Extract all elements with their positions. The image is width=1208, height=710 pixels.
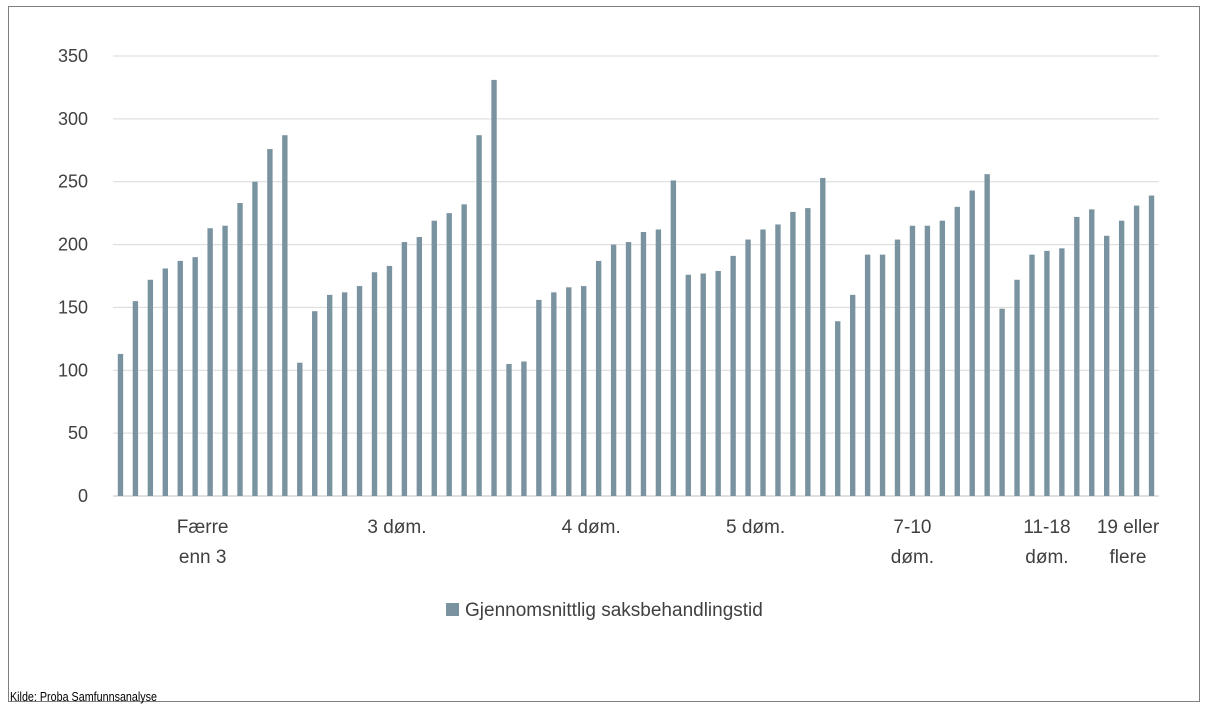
bar — [282, 135, 288, 496]
bar — [356, 286, 363, 496]
bar — [984, 174, 990, 496]
bar — [506, 364, 512, 496]
bar — [401, 242, 408, 496]
bar — [954, 206, 960, 496]
bar — [461, 204, 467, 497]
bar — [864, 254, 871, 496]
legend: Gjennomsnittlig saksbehandlingstid — [446, 600, 763, 621]
y-axis-ticks: 0 50 100 150 200 250 300 350 — [58, 46, 88, 506]
bar — [775, 224, 781, 496]
bar — [1104, 235, 1110, 496]
bar — [207, 228, 213, 496]
bar — [446, 213, 452, 496]
bars — [117, 79, 1155, 497]
category-label: flere — [1110, 547, 1147, 568]
bar — [969, 190, 975, 496]
y-tick-label: 200 — [58, 235, 88, 255]
bar — [192, 257, 198, 496]
y-tick-label: 150 — [58, 297, 88, 317]
category-label: døm. — [1025, 547, 1068, 568]
bar — [297, 362, 303, 496]
legend-swatch — [446, 603, 459, 616]
category-label: enn 3 — [179, 547, 227, 568]
bar — [1089, 209, 1095, 496]
bar — [879, 254, 886, 496]
bar — [162, 268, 168, 496]
y-tick-label: 100 — [58, 360, 88, 380]
bar — [610, 244, 617, 496]
bar — [117, 353, 124, 496]
bar — [640, 232, 647, 496]
category-label: Færre — [177, 517, 229, 538]
bar — [521, 361, 527, 496]
bar — [730, 255, 736, 496]
category-label: døm. — [891, 547, 934, 568]
category-label: 3 døm. — [367, 517, 426, 538]
bar — [820, 177, 826, 496]
bar — [760, 229, 766, 496]
y-tick-label: 250 — [58, 172, 88, 192]
bar — [581, 286, 587, 496]
bar — [670, 180, 677, 496]
bar — [1044, 250, 1050, 496]
bar — [1118, 220, 1125, 496]
chart-frame — [8, 6, 1200, 702]
bar — [894, 239, 901, 497]
bar — [416, 237, 423, 496]
bar — [924, 225, 931, 496]
bar — [790, 211, 796, 496]
bar — [177, 260, 183, 496]
bar — [536, 299, 542, 496]
bar — [805, 208, 811, 496]
bar — [745, 239, 751, 497]
bar — [147, 279, 154, 496]
legend-label: Gjennomsnittlig saksbehandlingstid — [465, 600, 763, 621]
bar — [326, 294, 333, 496]
bar — [1074, 216, 1080, 496]
bar — [267, 149, 273, 496]
y-tick-label: 50 — [68, 423, 88, 443]
bar — [252, 181, 258, 496]
bar — [551, 292, 557, 496]
bar — [999, 308, 1005, 496]
category-label: 5 døm. — [726, 517, 785, 538]
bar — [371, 272, 378, 496]
category-label: 4 døm. — [562, 517, 621, 538]
bar — [386, 265, 393, 496]
category-label: 7-10 — [893, 517, 931, 538]
bar — [1014, 279, 1020, 496]
source-note: Kilde: Proba Samfunnsanalyse — [10, 690, 158, 704]
bar — [222, 225, 228, 496]
bar — [1059, 248, 1065, 496]
bar — [476, 135, 482, 496]
y-tick-label: 350 — [58, 46, 88, 66]
bar — [491, 79, 497, 496]
bar — [700, 273, 706, 496]
bar — [312, 311, 318, 496]
bar — [132, 301, 139, 496]
category-label: 11-18 — [1023, 517, 1070, 538]
bar — [909, 225, 916, 496]
bar — [566, 287, 572, 496]
bar — [849, 294, 856, 496]
y-tick-label: 300 — [58, 109, 88, 129]
bar — [237, 203, 243, 497]
bar — [1029, 254, 1035, 496]
bar — [939, 220, 946, 496]
bar — [1148, 195, 1155, 497]
bar — [715, 270, 721, 496]
category-labels: Færre enn 3 3 døm. 4 døm. 5 døm. 7-10 døm. 11-1… — [177, 517, 1160, 568]
bar — [341, 292, 348, 496]
bar — [595, 260, 602, 496]
bar — [1133, 205, 1140, 496]
bar — [625, 242, 632, 496]
y-tick-label: 0 — [78, 486, 88, 506]
bar — [835, 321, 841, 496]
bar — [685, 274, 691, 496]
category-label: 19 eller — [1097, 517, 1160, 538]
bar — [655, 229, 662, 496]
bar — [431, 220, 437, 496]
